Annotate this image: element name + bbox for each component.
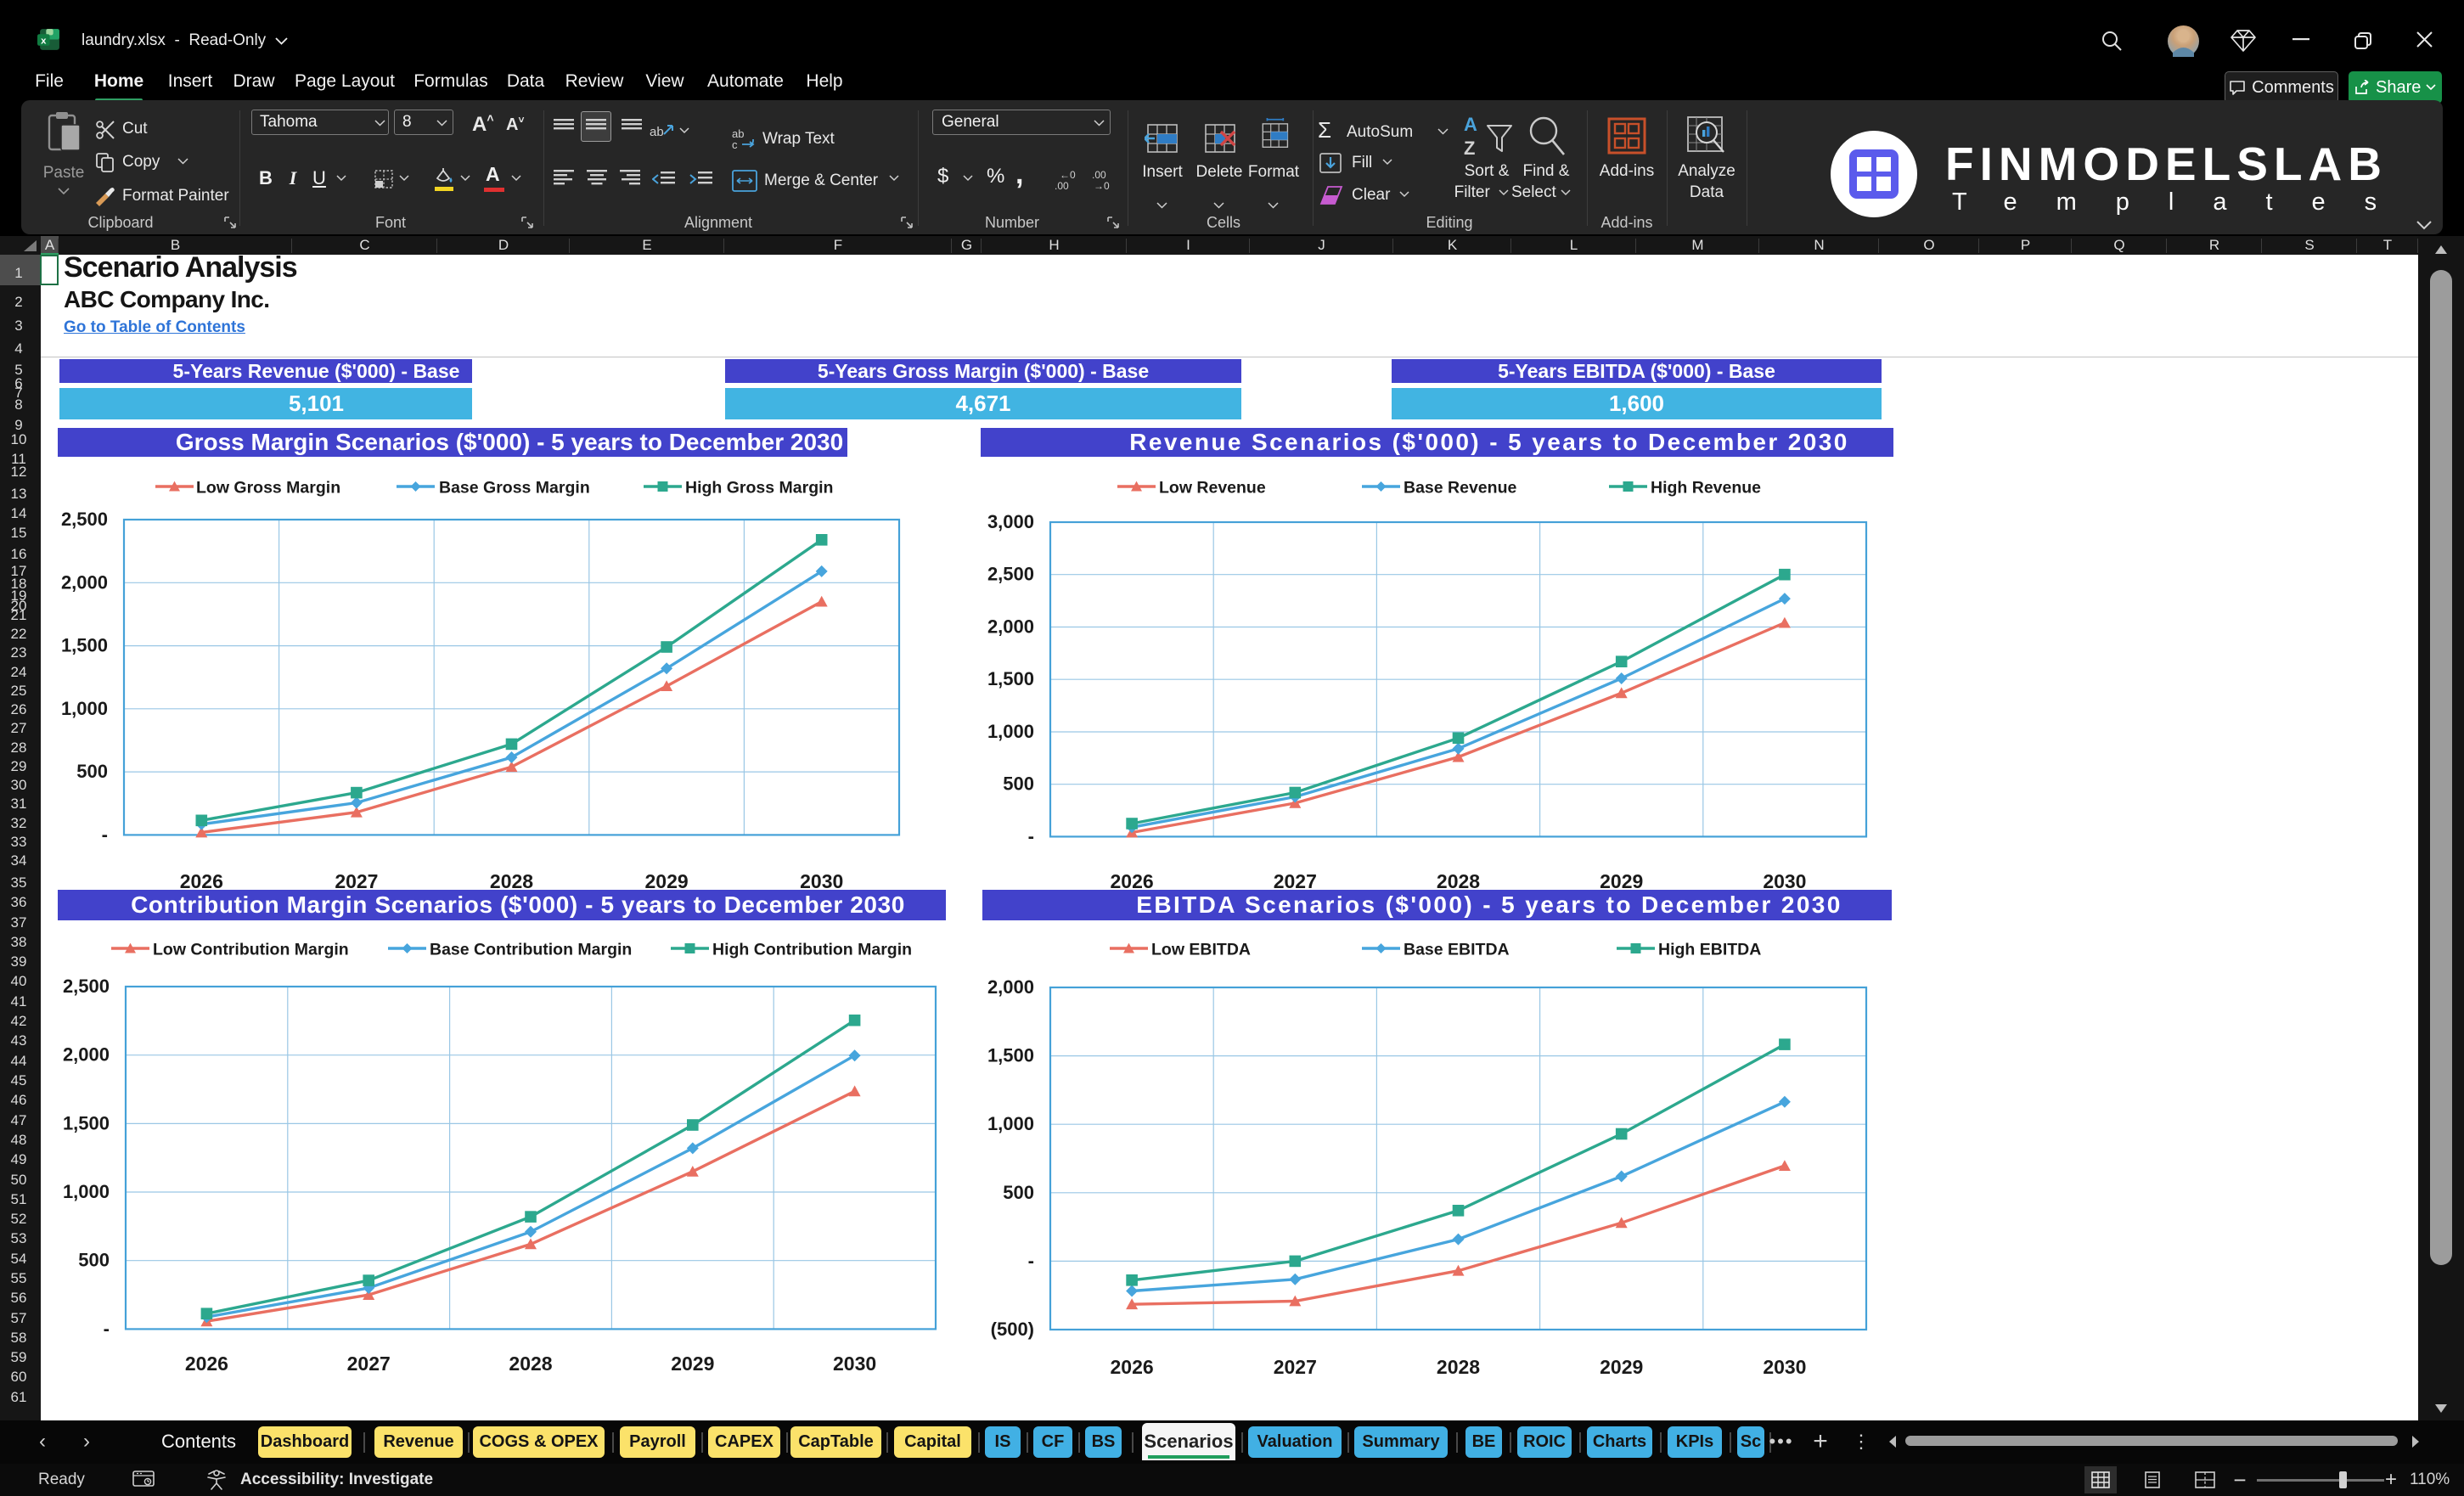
svg-text:500: 500 (1003, 773, 1034, 795)
svg-text:2029: 2029 (671, 1353, 714, 1375)
svg-text:2029: 2029 (1600, 870, 1643, 892)
svg-text:(500): (500) (991, 1319, 1034, 1340)
svg-text:-: - (1028, 1250, 1034, 1271)
svg-text:1,000: 1,000 (63, 1181, 110, 1202)
svg-text:High Contribution Margin: High Contribution Margin (712, 941, 912, 959)
svg-text:2028: 2028 (1437, 1356, 1480, 1378)
svg-text:2026: 2026 (185, 1353, 228, 1375)
svg-text:2026: 2026 (1111, 1356, 1154, 1378)
svg-text:2028: 2028 (509, 1353, 552, 1375)
svg-text:Low Gross Margin: Low Gross Margin (196, 479, 340, 498)
svg-text:Base Revenue: Base Revenue (1404, 479, 1516, 498)
svg-text:Low Revenue: Low Revenue (1159, 479, 1266, 498)
svg-text:1,500: 1,500 (987, 1045, 1034, 1066)
svg-text:2,500: 2,500 (61, 509, 108, 530)
svg-text:2026: 2026 (180, 870, 223, 892)
svg-text:2,000: 2,000 (987, 616, 1034, 638)
svg-text:High EBITDA: High EBITDA (1658, 941, 1761, 959)
svg-text:-: - (104, 1318, 110, 1339)
svg-text:Base EBITDA: Base EBITDA (1404, 941, 1510, 959)
svg-text:2027: 2027 (1274, 1356, 1317, 1378)
svg-text:A: A (1464, 114, 1477, 135)
svg-text:Base Gross Margin: Base Gross Margin (439, 479, 590, 498)
svg-text:2029: 2029 (645, 870, 689, 892)
svg-text:2,000: 2,000 (63, 1044, 110, 1066)
svg-text:1,500: 1,500 (63, 1112, 110, 1133)
svg-text:1,000: 1,000 (987, 1113, 1034, 1134)
svg-text:2,000: 2,000 (987, 976, 1034, 998)
svg-text:.00: .00 (1055, 180, 1069, 192)
svg-text:1,000: 1,000 (61, 698, 108, 719)
svg-text:.00: .00 (1092, 169, 1106, 181)
svg-text:500: 500 (76, 761, 108, 782)
svg-text:Low Contribution Margin: Low Contribution Margin (153, 941, 349, 959)
svg-text:ab: ab (650, 125, 664, 139)
svg-text:2027: 2027 (347, 1353, 391, 1375)
svg-text:2028: 2028 (490, 870, 533, 892)
svg-text:1,500: 1,500 (987, 668, 1034, 689)
svg-text:2029: 2029 (1600, 1356, 1643, 1378)
svg-text:→0: →0 (1094, 180, 1110, 192)
svg-text:x: x (41, 37, 47, 47)
svg-text:c: c (732, 138, 738, 149)
svg-text:2027: 2027 (1274, 870, 1317, 892)
svg-text:2030: 2030 (1763, 870, 1806, 892)
svg-text:2,000: 2,000 (61, 571, 108, 593)
svg-text:2027: 2027 (335, 870, 378, 892)
svg-text:3,000: 3,000 (987, 511, 1034, 532)
svg-text:←0: ←0 (1060, 169, 1076, 181)
svg-text:High Revenue: High Revenue (1651, 479, 1761, 498)
svg-text:High Gross Margin: High Gross Margin (685, 479, 833, 498)
svg-text:1,000: 1,000 (987, 721, 1034, 742)
svg-text:2026: 2026 (1111, 870, 1154, 892)
svg-text:Base Contribution Margin: Base Contribution Margin (430, 941, 632, 959)
svg-text:2,500: 2,500 (987, 564, 1034, 585)
svg-text:-: - (1028, 825, 1034, 846)
svg-text:Low EBITDA: Low EBITDA (1151, 941, 1251, 959)
svg-text:2030: 2030 (833, 1353, 876, 1375)
svg-text:ab: ab (732, 127, 744, 140)
svg-text:500: 500 (78, 1250, 110, 1271)
svg-text:-: - (102, 824, 108, 845)
svg-text:2030: 2030 (1763, 1356, 1806, 1378)
svg-text:2,500: 2,500 (63, 976, 110, 997)
svg-text:2030: 2030 (800, 870, 843, 892)
svg-text:2028: 2028 (1437, 870, 1480, 892)
svg-text:500: 500 (1003, 1182, 1034, 1203)
svg-text:1,500: 1,500 (61, 635, 108, 656)
svg-text:Z: Z (1464, 138, 1475, 158)
